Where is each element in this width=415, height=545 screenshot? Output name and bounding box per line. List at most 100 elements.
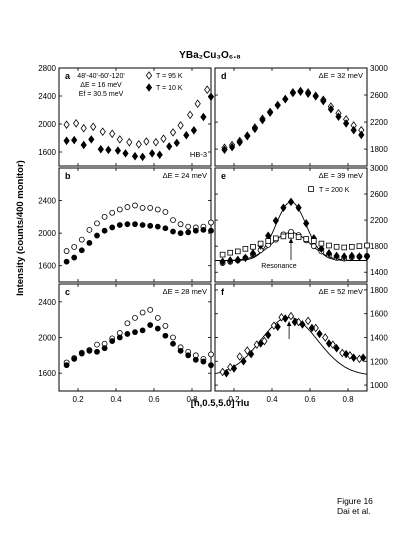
data-point — [132, 329, 138, 336]
data-point — [80, 140, 87, 150]
y-tick-label: 2200 — [370, 216, 388, 225]
y-tick-label: 3000 — [370, 164, 388, 173]
panel-frame — [214, 167, 368, 283]
data-point — [139, 204, 146, 211]
data-point — [94, 341, 100, 348]
data-point — [234, 255, 241, 265]
data-point — [303, 219, 310, 228]
data-point — [101, 213, 108, 220]
data-point — [249, 249, 257, 258]
data-point — [109, 129, 116, 139]
data-point — [101, 227, 108, 234]
data-point — [63, 258, 70, 265]
plot-layer: 1600 2000 2400 2800 a 48'-40'-60'-120' ΔE = 16… — [38, 64, 388, 404]
data-point — [170, 228, 176, 235]
data-point — [192, 227, 199, 234]
data-point — [173, 138, 180, 148]
data-point — [192, 356, 199, 363]
data-point — [166, 142, 173, 151]
data-point — [190, 126, 197, 135]
legend-label: T = 10 K — [156, 85, 183, 92]
data-point — [147, 222, 154, 229]
data-point — [162, 323, 169, 329]
data-point — [287, 311, 295, 321]
data-point — [227, 256, 234, 265]
data-point — [162, 332, 169, 339]
y-tick-label: 1600 — [38, 148, 56, 157]
panel-frame — [214, 67, 368, 167]
data-point — [109, 224, 116, 231]
y-tick-label: 1600 — [38, 262, 56, 271]
y-tick-label: 2400 — [38, 298, 56, 307]
data-point — [310, 238, 317, 244]
y-tick-label: 1800 — [370, 286, 388, 295]
data-point — [295, 234, 302, 240]
y-tick-label: 2400 — [38, 92, 56, 101]
data-point — [316, 329, 323, 339]
data-point — [135, 140, 142, 149]
figure-title: YBa₂Cu₃O₆.₈ — [179, 50, 241, 61]
data-point — [350, 125, 357, 135]
data-point — [327, 104, 334, 114]
y-tick-label: 2000 — [38, 120, 56, 129]
data-point — [152, 137, 159, 147]
y-tick-label: 2800 — [38, 64, 56, 73]
data-point — [335, 112, 342, 121]
y-tick-label: 2000 — [38, 334, 56, 343]
y-tick-label: 3000 — [370, 64, 388, 73]
data-point — [310, 243, 317, 250]
panel-letter: c — [65, 287, 70, 297]
data-point — [356, 243, 363, 249]
data-point — [122, 149, 129, 158]
data-point — [187, 110, 194, 120]
data-point — [325, 339, 333, 348]
data-point — [105, 145, 112, 155]
y-tick-label: 2400 — [38, 197, 56, 206]
data-point — [341, 252, 348, 261]
panel-e: 1400 1800 2200 2600 3000 e ΔE = 39 meV T = 200 … — [214, 164, 388, 283]
data-point — [240, 356, 247, 366]
data-point — [156, 150, 163, 160]
series-e-1 — [219, 197, 371, 267]
data-point — [280, 233, 287, 240]
resonance-label: Resonance — [261, 263, 297, 270]
data-point — [234, 248, 241, 255]
data-point — [73, 119, 80, 128]
x-tick-label: 0.6 — [148, 395, 160, 404]
x-tick-label: 0.4 — [266, 395, 278, 404]
data-point — [86, 347, 93, 354]
info-line: 48'-40'-60'-120' — [77, 73, 124, 80]
series-c-0 — [63, 306, 214, 366]
panel-b: 1600 2000 2400 b ΔE = 24 meV — [38, 167, 214, 283]
x-tick-label: 0.2 — [228, 395, 240, 404]
data-point — [154, 206, 161, 213]
data-point — [200, 226, 207, 233]
data-point — [244, 346, 251, 355]
data-point — [333, 251, 340, 261]
data-point — [364, 242, 370, 249]
data-point — [343, 119, 350, 128]
data-point — [124, 221, 131, 228]
data-point — [116, 334, 123, 341]
data-point — [86, 226, 93, 233]
legend-marker — [145, 83, 153, 92]
data-point — [236, 138, 243, 147]
data-point — [282, 94, 289, 104]
data-point — [99, 127, 106, 136]
energy-label: ΔE = 24 meV — [163, 171, 207, 180]
data-point — [318, 240, 325, 247]
series-b-0 — [63, 202, 214, 254]
data-point — [147, 204, 154, 211]
data-point — [265, 238, 271, 244]
x-axis-title: [h,0.5,5.0] rlu — [191, 398, 250, 409]
data-point — [208, 362, 214, 369]
y-tick-label: 2200 — [370, 118, 388, 127]
data-point — [132, 221, 138, 228]
energy-label: ΔE = 28 meV — [163, 287, 207, 296]
data-point — [124, 320, 131, 327]
data-point — [132, 314, 138, 321]
legend-label: T = 200 K — [319, 187, 350, 194]
data-point — [272, 235, 279, 242]
data-point — [259, 115, 266, 125]
panel-c: 0.2 0.4 0.6 0.8 1600 2000 2400 c ΔE = 28 meV — [38, 283, 214, 404]
